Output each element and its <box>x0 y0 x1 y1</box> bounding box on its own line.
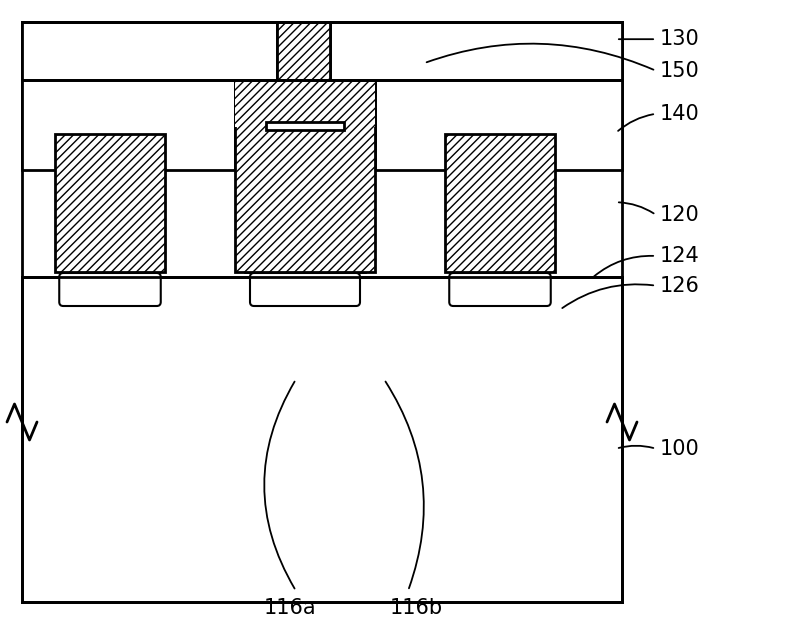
Text: 120: 120 <box>660 205 700 225</box>
Text: 124: 124 <box>660 246 700 266</box>
Text: 100: 100 <box>660 439 700 459</box>
Bar <box>245 134 365 272</box>
Bar <box>22 22 235 170</box>
FancyBboxPatch shape <box>250 273 360 306</box>
FancyBboxPatch shape <box>450 273 550 306</box>
Bar <box>22 22 277 80</box>
Text: 140: 140 <box>660 104 700 124</box>
Bar <box>266 122 344 130</box>
Text: 126: 126 <box>660 276 700 296</box>
FancyBboxPatch shape <box>59 273 161 306</box>
Bar <box>375 22 622 170</box>
Bar <box>22 277 622 602</box>
Text: 116a: 116a <box>264 598 317 618</box>
Bar <box>277 22 330 80</box>
Bar <box>235 80 375 127</box>
Text: 116b: 116b <box>390 598 442 618</box>
Text: 150: 150 <box>660 61 700 81</box>
Bar <box>55 134 165 272</box>
Bar <box>22 127 622 277</box>
Bar <box>22 80 622 127</box>
Bar <box>445 134 555 272</box>
Text: 130: 130 <box>660 29 700 49</box>
Bar <box>235 22 375 272</box>
Bar <box>330 22 622 80</box>
